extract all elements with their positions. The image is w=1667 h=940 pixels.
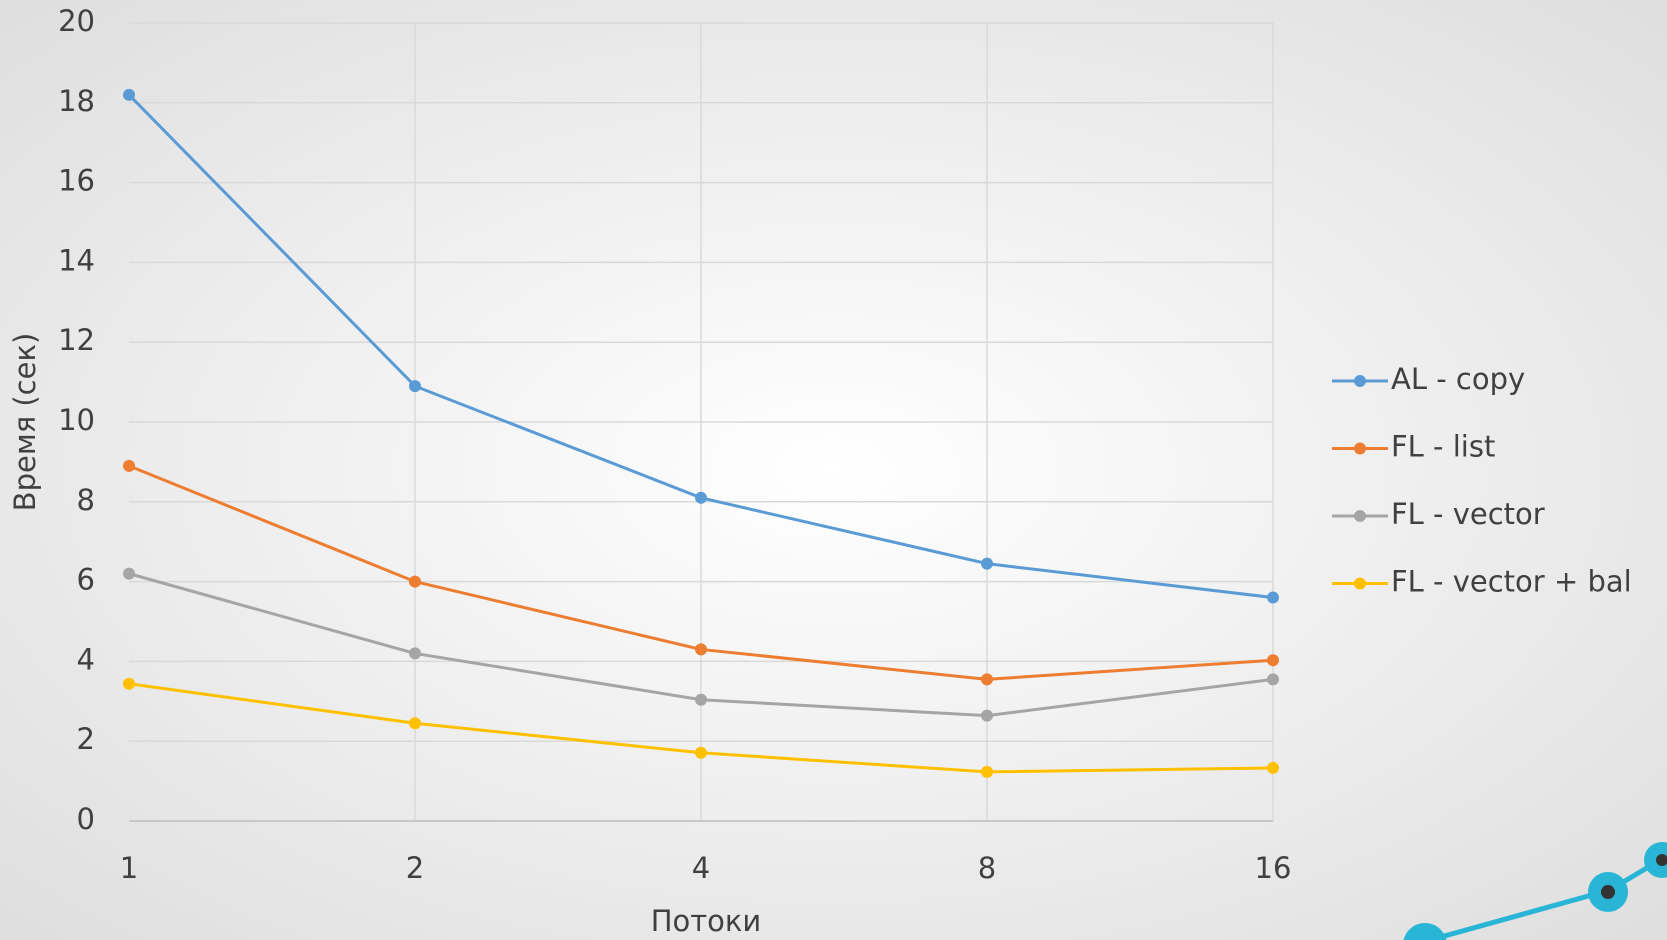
point xyxy=(1267,761,1279,774)
y-tick-label: 6 xyxy=(77,563,95,597)
point xyxy=(981,765,993,778)
y-tick-label: 18 xyxy=(58,84,95,118)
point xyxy=(409,380,421,393)
y-tick-label: 12 xyxy=(58,323,95,357)
point xyxy=(409,647,421,660)
decoration xyxy=(1403,842,1667,940)
legend-label: FL - vector + bal xyxy=(1391,565,1632,599)
point xyxy=(695,746,707,759)
legend-marker xyxy=(1354,577,1366,590)
x-tick-label: 2 xyxy=(406,851,424,885)
y-tick-label: 8 xyxy=(77,483,95,517)
x-tick-label: 4 xyxy=(692,851,710,885)
point xyxy=(409,717,421,730)
y-tick-label: 20 xyxy=(58,4,95,38)
legend-marker xyxy=(1354,442,1366,455)
y-tick-label: 10 xyxy=(58,403,95,437)
legend-label: AL - copy xyxy=(1391,362,1525,396)
point xyxy=(695,693,707,706)
point xyxy=(1267,654,1279,667)
point xyxy=(981,709,993,722)
point xyxy=(1267,591,1279,604)
point xyxy=(695,491,707,504)
legend-label: FL - list xyxy=(1391,430,1495,464)
point xyxy=(409,575,421,588)
x-tick-label: 1 xyxy=(120,851,138,885)
y-tick-label: 4 xyxy=(77,642,95,676)
x-axis-title: Потоки xyxy=(651,904,762,938)
point xyxy=(981,557,993,570)
y-axis-title: Время (сек) xyxy=(8,333,42,512)
point xyxy=(123,677,135,690)
point xyxy=(123,88,135,101)
y-tick-label: 0 xyxy=(77,802,95,836)
y-tick-label: 16 xyxy=(58,164,95,198)
x-tick-label: 8 xyxy=(978,851,996,885)
legend-label: FL - vector xyxy=(1391,497,1545,531)
x-tick-label: 16 xyxy=(1255,851,1292,885)
y-tick-label: 2 xyxy=(77,722,95,756)
point xyxy=(1267,673,1279,686)
y-tick-label: 14 xyxy=(58,243,95,277)
legend-marker xyxy=(1354,375,1366,387)
point xyxy=(123,459,135,472)
point xyxy=(695,643,707,656)
legend-marker xyxy=(1354,510,1366,522)
point xyxy=(981,673,993,686)
point xyxy=(123,567,135,580)
